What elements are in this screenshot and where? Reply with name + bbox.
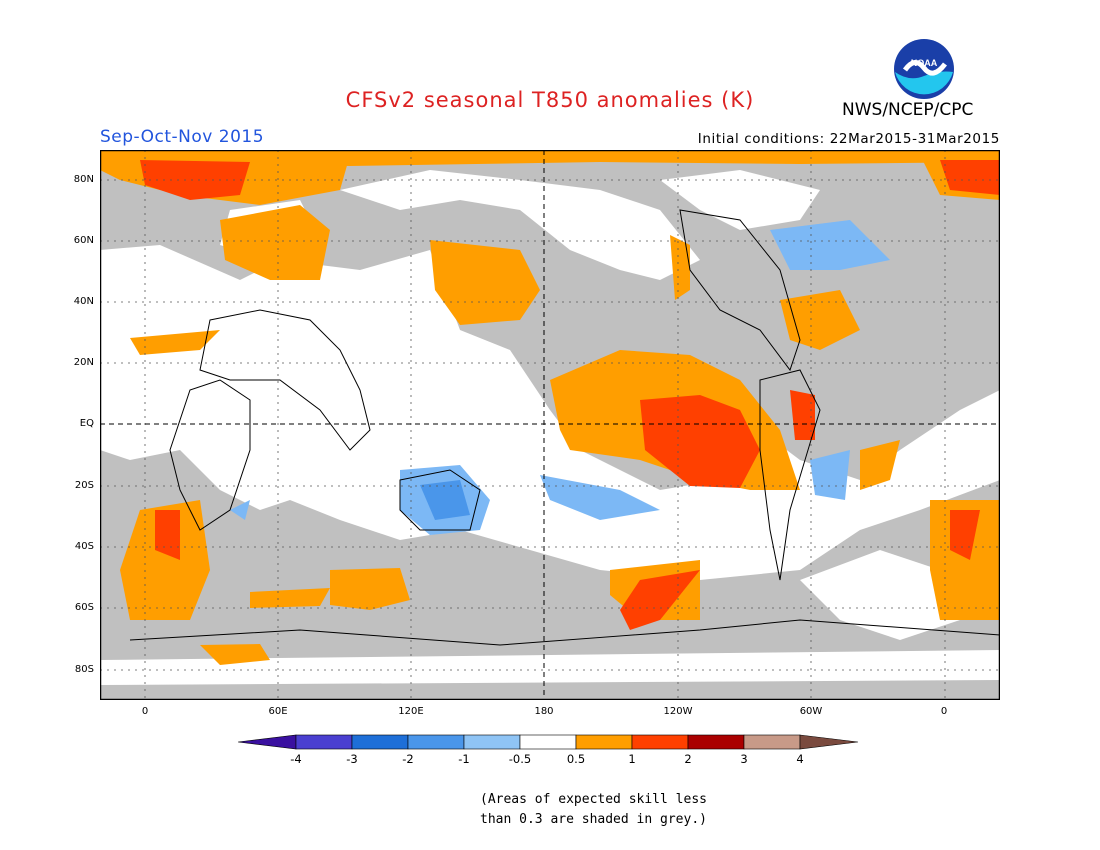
initial-conditions: Initial conditions: 22Mar2015-31Mar2015: [697, 131, 1000, 147]
lon-label: 120E: [398, 706, 424, 717]
cool-anomaly-regions-1: [420, 480, 470, 520]
footnote-line-2: than 0.3 are shaded in grey.): [480, 812, 707, 827]
colorbar-segment: [631, 734, 689, 750]
noaa-logo: NOAA: [894, 39, 954, 99]
colorbar-end-low: [238, 734, 297, 750]
colorbar-end-high: [799, 734, 859, 750]
colorbar-segment: [687, 734, 745, 750]
lon-label: 0: [141, 706, 149, 717]
coastlines: [129, 209, 1000, 646]
colorbar-segment: [743, 734, 801, 750]
equator-dateline: [100, 150, 1000, 700]
colorbar-segment: [575, 734, 633, 750]
lon-label: 60W: [799, 706, 823, 717]
colorbar-tick: -4: [290, 752, 302, 766]
lat-label: 40S: [74, 541, 94, 552]
colorbar-tick: 3: [740, 752, 748, 766]
colorbar-tick: -1: [458, 752, 470, 766]
lat-label: 20S: [74, 480, 94, 491]
colorbar-tick: 4: [796, 752, 804, 766]
lat-label: 60N: [73, 235, 94, 246]
map-frame: [100, 150, 1000, 700]
logo-text: NOAA: [911, 58, 938, 68]
warm-anomaly-regions-05: [100, 150, 1000, 665]
colorbar-tick: -2: [402, 752, 414, 766]
colorbar-tick: -0.5: [508, 752, 532, 766]
colorbar-segments: [238, 734, 859, 750]
colorbar-tick: 0.5: [566, 752, 586, 766]
colorbar: [238, 734, 859, 750]
warm-anomaly-regions-1: [140, 160, 1000, 630]
agency-label: NWS/NCEP/CPC: [842, 100, 974, 120]
lon-label: 60E: [268, 706, 288, 717]
lat-label: 60S: [74, 602, 94, 613]
colorbar-tick: -3: [346, 752, 358, 766]
lon-label: 180: [534, 706, 554, 717]
colorbar-tick: 2: [684, 752, 692, 766]
lat-label: EQ: [79, 418, 94, 429]
colorbar-segment: [295, 734, 353, 750]
season-label: Sep-Oct-Nov 2015: [100, 127, 265, 147]
lat-label: 20N: [73, 357, 94, 368]
colorbar-segment: [407, 734, 465, 750]
colorbar-segment: [519, 734, 577, 750]
graticule: [100, 150, 1000, 700]
colorbar-segment: [351, 734, 409, 750]
lat-label: 40N: [73, 296, 94, 307]
map-title: CFSv2 seasonal T850 anomalies (K): [345, 88, 755, 112]
lon-label: 120W: [663, 706, 693, 717]
lat-label: 80N: [73, 174, 94, 185]
anomaly-map: [100, 150, 1000, 700]
colorbar-segment: [463, 734, 521, 750]
lon-label: 0: [940, 706, 948, 717]
lat-label: 80S: [74, 664, 94, 675]
footnote-line-1: (Areas of expected skill less: [480, 792, 707, 807]
colorbar-tick: 1: [628, 752, 636, 766]
